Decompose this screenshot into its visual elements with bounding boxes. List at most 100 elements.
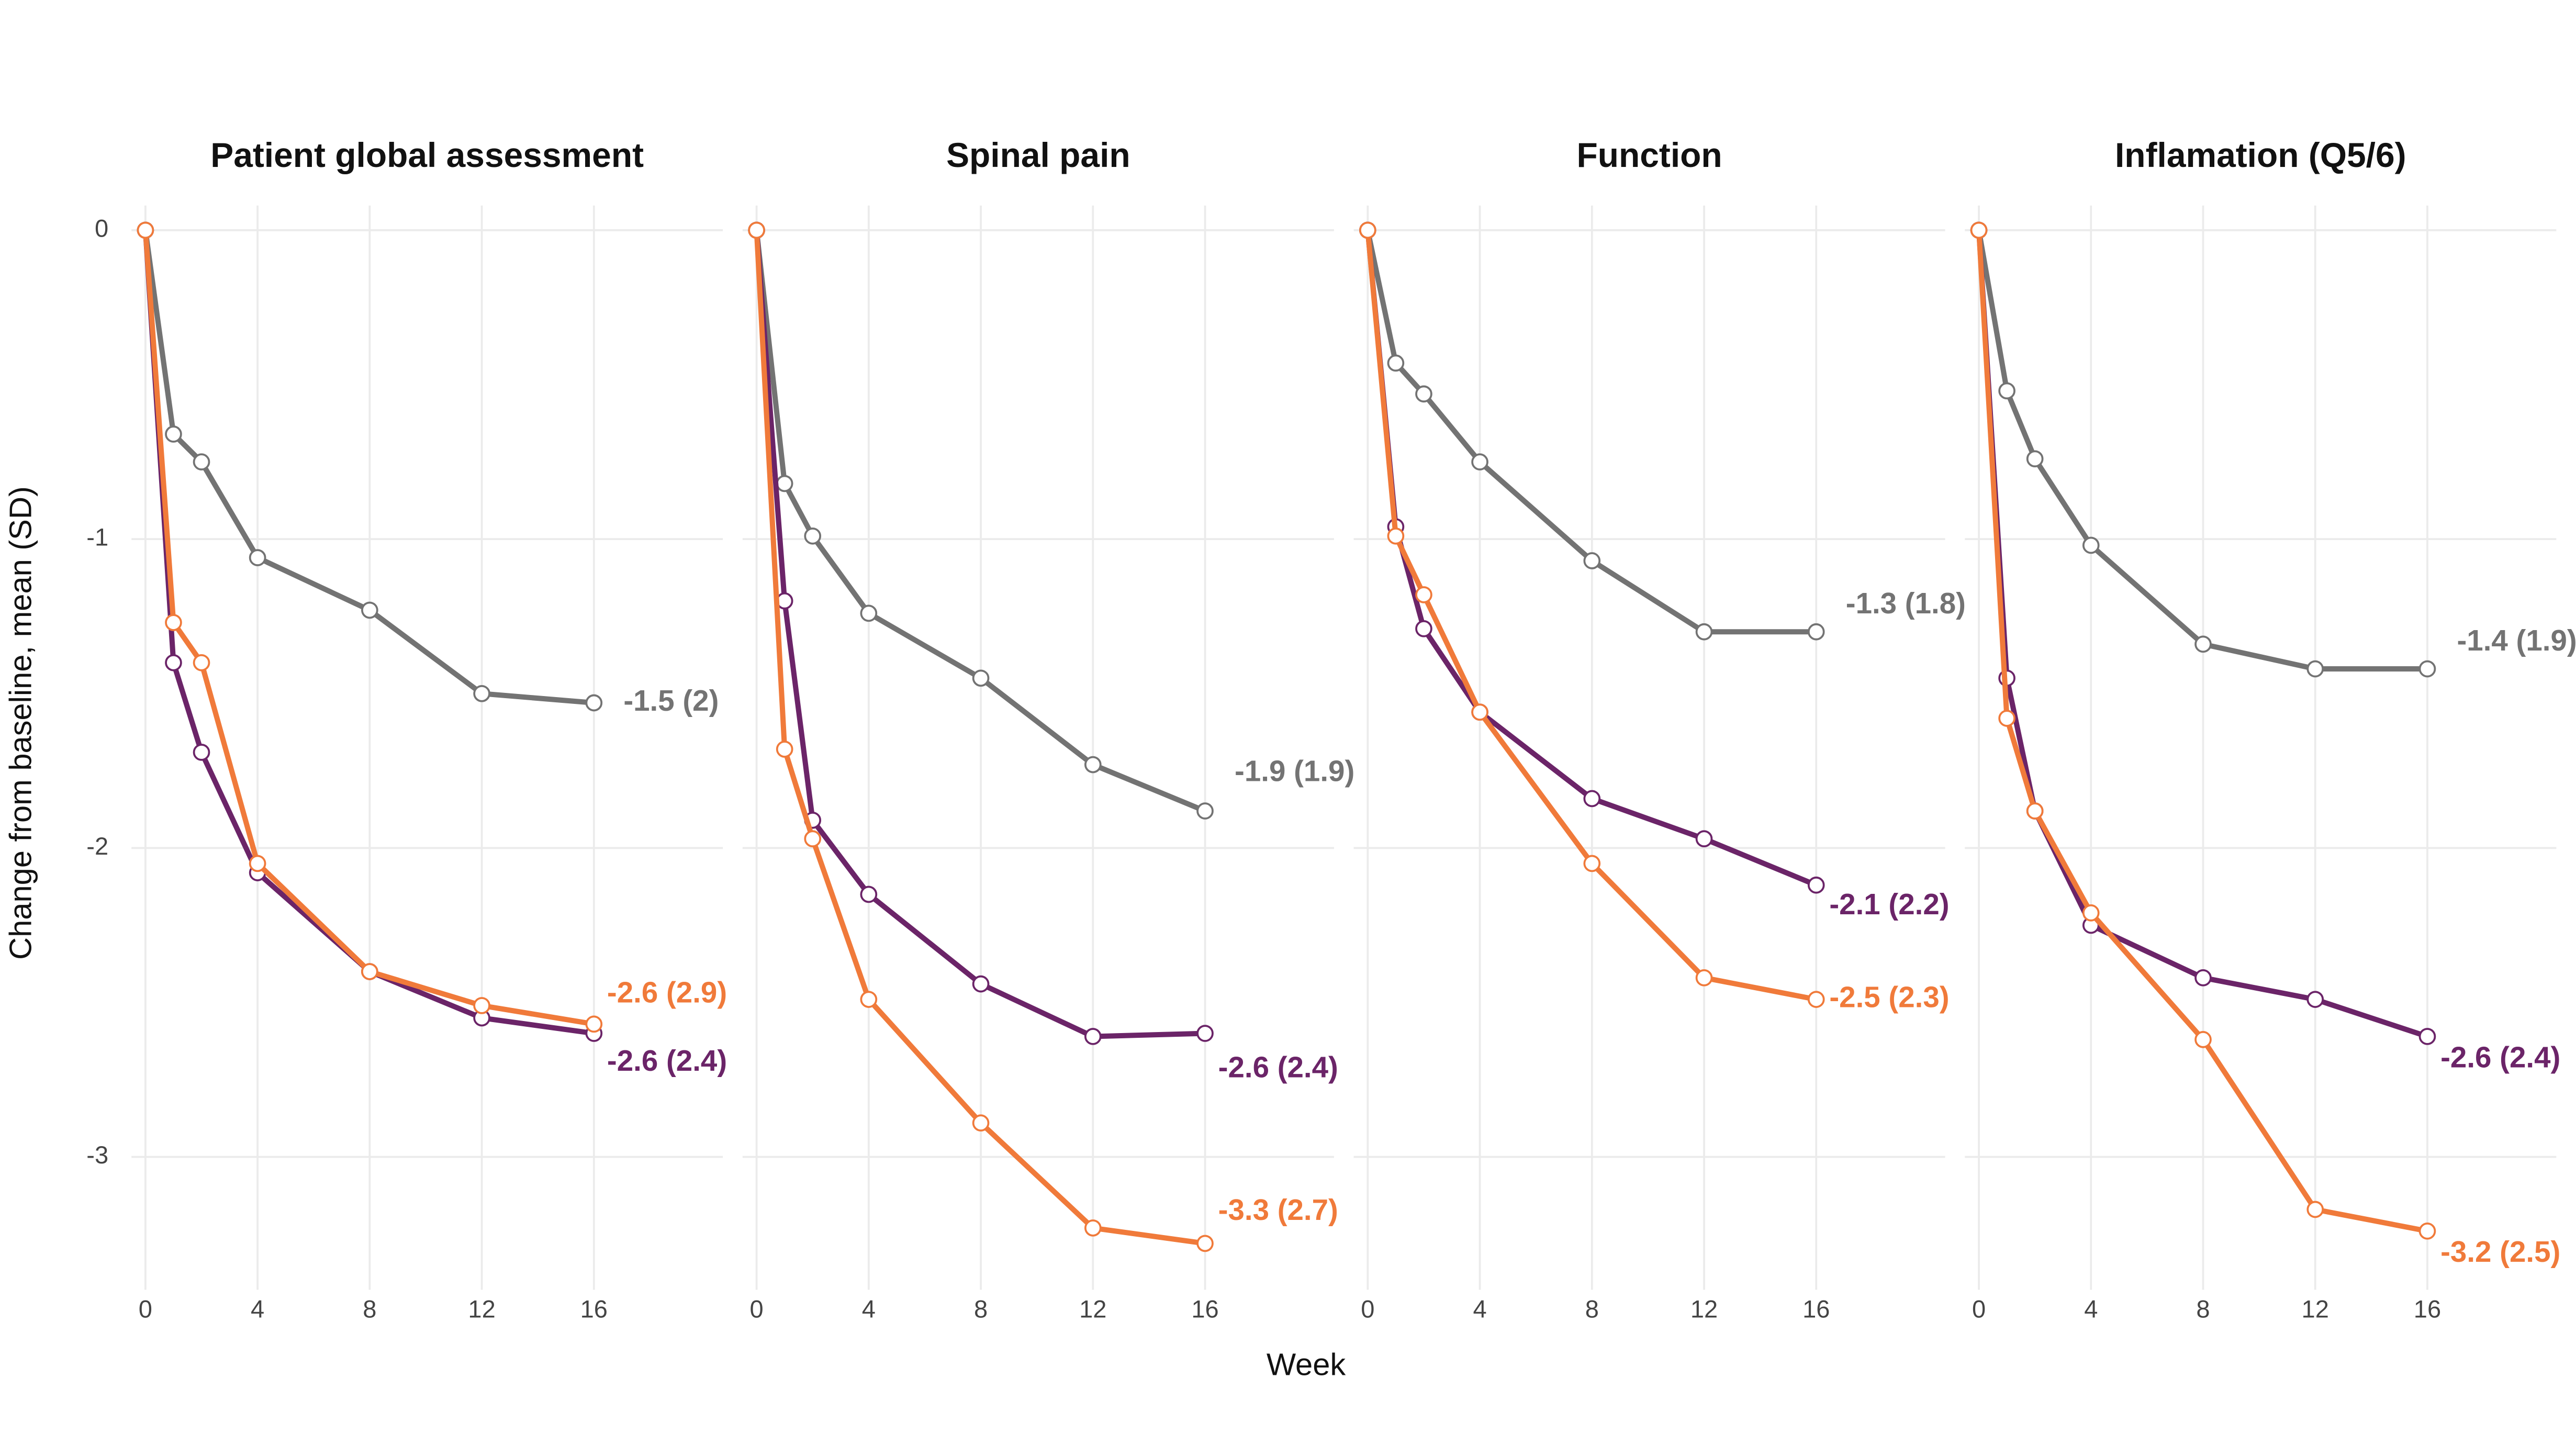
point <box>165 654 182 671</box>
point <box>193 654 210 671</box>
point <box>2306 1201 2324 1218</box>
x-axis-label: Week <box>1267 1347 1346 1382</box>
y-tick-label: -3 <box>86 1141 108 1169</box>
point <box>860 604 878 622</box>
point <box>972 975 990 993</box>
point <box>1807 991 1825 1008</box>
point <box>804 830 822 848</box>
point <box>972 1114 990 1132</box>
point <box>2194 635 2212 653</box>
point <box>2082 904 2100 922</box>
y-tick-label: -1 <box>86 523 108 551</box>
point <box>1583 855 1601 872</box>
end-label: -1.9 (1.9) <box>1235 754 1354 787</box>
point <box>361 963 378 980</box>
point <box>1387 354 1405 372</box>
point <box>165 614 182 631</box>
end-label: -3.3 (2.7) <box>1218 1193 1338 1226</box>
end-label: -2.6 (2.4) <box>1218 1051 1338 1084</box>
point <box>2026 450 2044 468</box>
point <box>972 669 990 687</box>
x-tick-label: 0 <box>750 1295 764 1323</box>
point <box>1807 876 1825 894</box>
end-label: -2.5 (2.3) <box>1829 981 1949 1014</box>
point <box>1807 623 1825 641</box>
point <box>1970 221 1988 239</box>
point <box>2026 802 2044 820</box>
x-tick-label: 8 <box>363 1295 376 1323</box>
point <box>748 221 765 239</box>
point <box>1695 830 1713 848</box>
x-tick-label: 8 <box>2196 1295 2210 1323</box>
point <box>1998 382 2015 400</box>
point <box>1084 1028 1102 1045</box>
x-tick-label: 8 <box>1585 1295 1599 1323</box>
point <box>1196 802 1214 820</box>
y-axis-label: Change from baseline, mean (SD) <box>3 486 38 960</box>
point <box>2082 536 2100 554</box>
panel-title: Inflamation (Q5/6) <box>2115 136 2406 174</box>
point <box>1359 221 1376 239</box>
point <box>165 425 182 443</box>
x-tick-label: 12 <box>468 1295 495 1323</box>
y-tick-label: 0 <box>95 214 108 242</box>
x-tick-label: 16 <box>1802 1295 1830 1323</box>
point <box>804 527 822 545</box>
panel-title: Patient global assessment <box>210 136 644 174</box>
point <box>1084 1219 1102 1237</box>
point <box>361 601 378 619</box>
x-tick-label: 4 <box>2084 1295 2098 1323</box>
x-tick-label: 8 <box>974 1295 988 1323</box>
y-tick-label: -2 <box>86 832 108 860</box>
point <box>249 855 266 872</box>
point <box>1583 552 1601 569</box>
x-tick-label: 0 <box>1972 1295 1986 1323</box>
point <box>860 885 878 903</box>
point <box>473 685 490 702</box>
end-label: -3.2 (2.5) <box>2440 1235 2560 1268</box>
point <box>585 1015 603 1033</box>
point <box>193 453 210 470</box>
point <box>1695 623 1713 641</box>
point <box>1998 710 2015 727</box>
point <box>776 741 793 758</box>
point <box>1415 586 1432 603</box>
end-label: -1.3 (1.8) <box>1846 587 1966 620</box>
point <box>249 549 266 566</box>
point <box>2194 1031 2212 1048</box>
x-tick-label: 16 <box>580 1295 608 1323</box>
x-tick-label: 12 <box>1079 1295 1106 1323</box>
point <box>1583 790 1601 808</box>
point <box>1196 1235 1214 1252</box>
end-label: -1.5 (2) <box>623 684 719 717</box>
x-tick-label: 12 <box>1690 1295 1718 1323</box>
x-tick-label: 0 <box>139 1295 152 1323</box>
end-label: -2.6 (2.4) <box>607 1044 727 1077</box>
point <box>473 997 490 1014</box>
x-tick-label: 0 <box>1361 1295 1374 1323</box>
x-tick-label: 4 <box>862 1295 876 1323</box>
point <box>776 475 793 492</box>
point <box>1415 620 1432 637</box>
point <box>2194 969 2212 987</box>
point <box>2418 660 2436 678</box>
point <box>1415 385 1432 403</box>
x-tick-label: 16 <box>2414 1295 2441 1323</box>
point <box>585 694 603 712</box>
point <box>2306 991 2324 1008</box>
point <box>2418 1222 2436 1240</box>
point <box>860 991 878 1008</box>
point <box>193 744 210 761</box>
point <box>137 221 154 239</box>
panel-title: Function <box>1576 136 1722 174</box>
point <box>1695 969 1713 987</box>
end-label: -2.1 (2.2) <box>1829 888 1949 921</box>
point <box>1387 527 1405 545</box>
point <box>1471 703 1488 721</box>
x-tick-label: 16 <box>1191 1295 1218 1323</box>
point <box>1196 1025 1214 1042</box>
end-label: -2.6 (2.9) <box>607 976 727 1008</box>
end-label: -1.4 (1.9) <box>2457 624 2576 657</box>
